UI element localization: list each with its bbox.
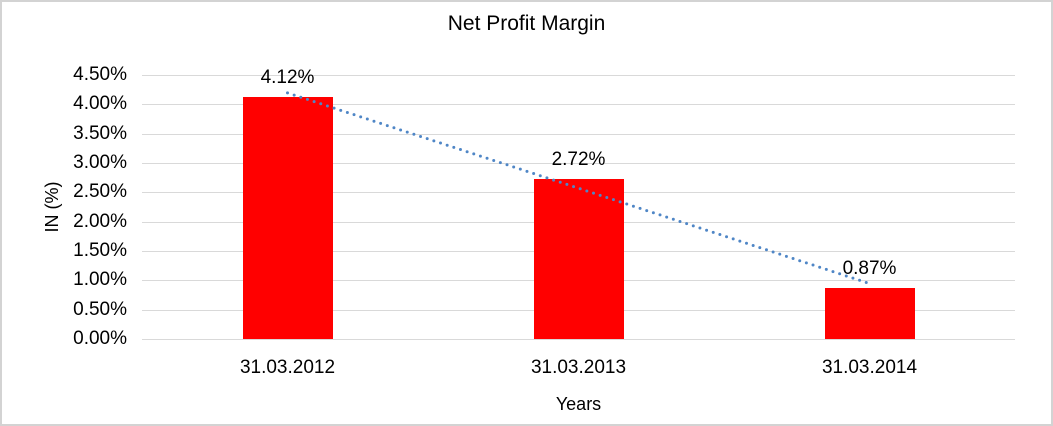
y-tick-label: 4.50% <box>73 64 127 85</box>
trendline-dotted <box>286 91 871 286</box>
y-tick-label: 3.00% <box>73 152 127 173</box>
y-tick-label: 1.50% <box>73 240 127 261</box>
bar-data-label: 2.72% <box>551 149 606 171</box>
bar-data-label: 0.87% <box>842 257 897 279</box>
x-category-label: 31.03.2014 <box>821 357 918 378</box>
y-tick-label: 2.00% <box>73 210 127 232</box>
bar-31.03.2013 <box>533 179 624 339</box>
bar-31.03.2012 <box>242 97 333 339</box>
bar-31.03.2014 <box>824 287 915 339</box>
gridline <box>142 133 1015 135</box>
x-category-label: 31.03.2012 <box>239 357 336 378</box>
bar-data-label: 4.12% <box>260 67 315 89</box>
plot-area <box>142 75 1015 340</box>
gridline <box>142 339 1015 340</box>
gridline <box>142 75 1015 76</box>
y-tick-label: 4.00% <box>73 93 127 115</box>
y-tick-label: 1.00% <box>73 269 127 291</box>
x-axis-title: Years <box>555 394 602 414</box>
x-category-label: 31.03.2013 <box>530 357 627 378</box>
gridline <box>142 104 1015 106</box>
chart-title: Net Profit Margin <box>447 12 606 35</box>
y-tick-label: 0.00% <box>73 328 127 349</box>
gridline <box>142 163 1015 164</box>
y-tick-label: 0.50% <box>73 298 127 320</box>
y-tick-label: 2.50% <box>73 181 127 203</box>
y-tick-label: 3.50% <box>73 122 127 144</box>
